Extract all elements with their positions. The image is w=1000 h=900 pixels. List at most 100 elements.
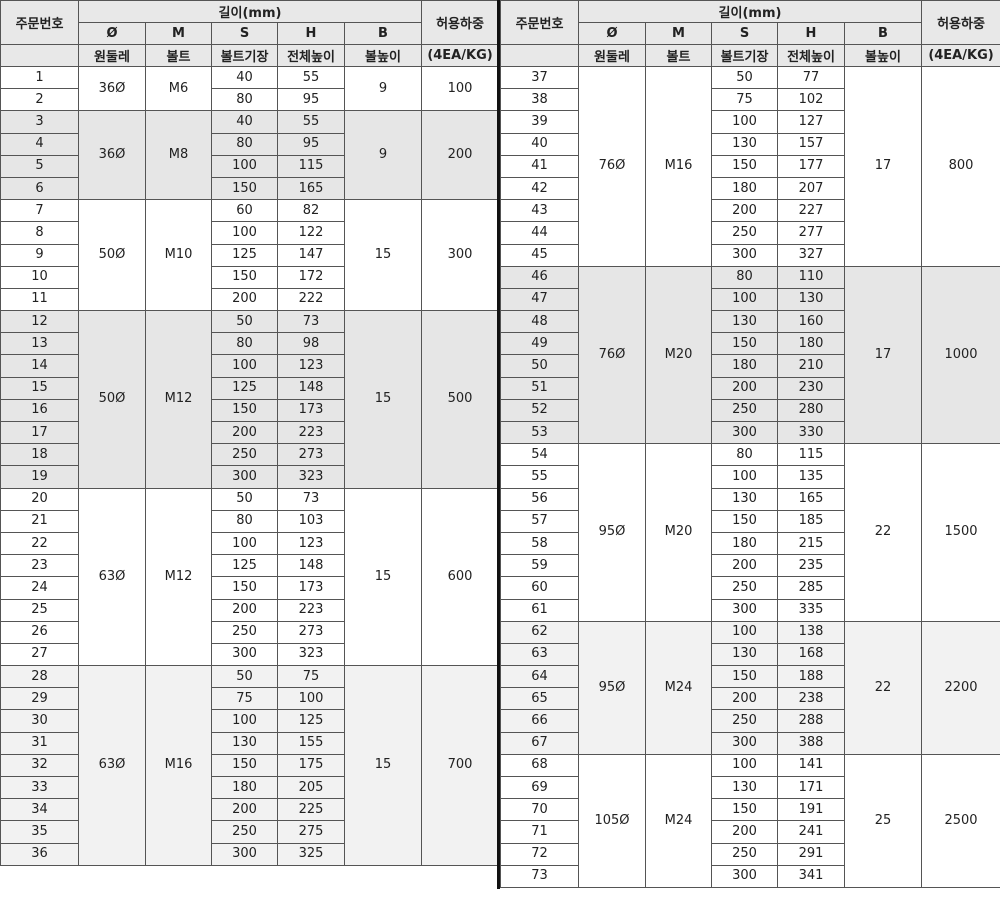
total-height-cell: 327 bbox=[777, 243, 845, 267]
order-no-cell: 68 bbox=[500, 753, 579, 778]
order-no-cell: 3 bbox=[0, 110, 79, 134]
total-height-cell: 55 bbox=[277, 65, 345, 90]
total-height-cell: 73 bbox=[277, 487, 345, 511]
bolt-length-cell: 150 bbox=[211, 398, 278, 423]
header-desc-3: 전체높이 bbox=[277, 44, 345, 67]
header-order-no: 주문번호 bbox=[500, 0, 579, 45]
order-no-cell: 72 bbox=[500, 842, 579, 866]
order-no-cell: 39 bbox=[500, 110, 579, 134]
load-cell: 500 bbox=[421, 310, 499, 489]
order-no-cell: 44 bbox=[500, 221, 579, 245]
total-height-cell: 165 bbox=[277, 176, 345, 201]
bolt-length-cell: 40 bbox=[211, 65, 278, 90]
bolt-cell: M24 bbox=[645, 753, 712, 888]
bolt-length-cell: 300 bbox=[711, 864, 778, 888]
header-col-1: M bbox=[645, 22, 712, 45]
order-no-cell: 60 bbox=[500, 576, 579, 600]
bolt-length-cell: 80 bbox=[711, 265, 778, 289]
header-length: 길이(mm) bbox=[578, 0, 922, 23]
bolt-length-cell: 200 bbox=[211, 598, 278, 622]
total-height-cell: 227 bbox=[777, 199, 845, 223]
order-no-cell: 13 bbox=[0, 332, 79, 356]
order-no-cell: 61 bbox=[500, 598, 579, 622]
ball-height-cell: 15 bbox=[344, 199, 422, 312]
order-no-cell: 32 bbox=[0, 753, 79, 778]
order-no-cell: 56 bbox=[500, 487, 579, 511]
total-height-cell: 77 bbox=[777, 65, 845, 90]
order-no-cell: 19 bbox=[0, 465, 79, 489]
header-load-unit: (4EA/KG) bbox=[421, 44, 499, 67]
order-no-cell: 42 bbox=[500, 176, 579, 201]
order-no-cell: 48 bbox=[500, 310, 579, 334]
order-no-cell: 36 bbox=[0, 842, 79, 866]
bolt-length-cell: 130 bbox=[711, 310, 778, 334]
bolt-length-cell: 250 bbox=[211, 820, 278, 844]
table-row: 7 50Ø M10 60 82 15 300 bbox=[0, 199, 499, 312]
bolt-length-cell: 250 bbox=[711, 709, 778, 733]
diameter-cell: 36Ø bbox=[78, 110, 146, 201]
order-no-cell: 70 bbox=[500, 798, 579, 822]
bolt-length-cell: 50 bbox=[711, 65, 778, 90]
total-height-cell: 148 bbox=[277, 376, 345, 400]
ball-height-cell: 22 bbox=[844, 443, 922, 622]
order-no-cell: 31 bbox=[0, 731, 79, 755]
bolt-cell: M8 bbox=[145, 110, 212, 201]
bolt-length-cell: 100 bbox=[711, 620, 778, 644]
header-blank bbox=[0, 44, 79, 67]
order-no-cell: 5 bbox=[0, 154, 79, 178]
bolt-length-cell: 100 bbox=[711, 465, 778, 489]
total-height-cell: 280 bbox=[777, 398, 845, 423]
diameter-cell: 36Ø bbox=[78, 65, 146, 112]
bolt-cell: M12 bbox=[145, 487, 212, 667]
order-no-cell: 65 bbox=[500, 687, 579, 711]
bolt-length-cell: 300 bbox=[711, 731, 778, 755]
header-col-0: Ø bbox=[578, 22, 646, 45]
load-cell: 300 bbox=[421, 199, 499, 312]
total-height-cell: 141 bbox=[777, 753, 845, 778]
bolt-length-cell: 130 bbox=[211, 731, 278, 755]
total-height-cell: 225 bbox=[277, 798, 345, 822]
order-no-cell: 41 bbox=[500, 154, 579, 178]
bolt-length-cell: 130 bbox=[711, 487, 778, 511]
total-height-cell: 123 bbox=[277, 354, 345, 378]
order-no-cell: 4 bbox=[0, 132, 79, 156]
ball-height-cell: 17 bbox=[844, 265, 922, 445]
total-height-cell: 173 bbox=[277, 398, 345, 423]
bolt-length-cell: 300 bbox=[211, 842, 278, 866]
total-height-cell: 238 bbox=[777, 687, 845, 711]
header-order-no: 주문번호 bbox=[0, 0, 79, 45]
bolt-length-cell: 200 bbox=[711, 199, 778, 223]
total-height-cell: 177 bbox=[777, 154, 845, 178]
total-height-cell: 157 bbox=[777, 132, 845, 156]
bolt-length-cell: 250 bbox=[711, 576, 778, 600]
header-load: 허용하중 bbox=[421, 0, 499, 45]
order-no-cell: 25 bbox=[0, 598, 79, 622]
total-height-cell: 147 bbox=[277, 243, 345, 267]
bolt-length-cell: 300 bbox=[711, 598, 778, 622]
order-no-cell: 57 bbox=[500, 509, 579, 533]
diameter-cell: 63Ø bbox=[78, 665, 146, 866]
ball-height-cell: 22 bbox=[844, 620, 922, 755]
bolt-length-cell: 130 bbox=[711, 642, 778, 667]
order-no-cell: 12 bbox=[0, 310, 79, 334]
bolt-cell: M16 bbox=[145, 665, 212, 866]
order-no-cell: 45 bbox=[500, 243, 579, 267]
bolt-length-cell: 150 bbox=[711, 332, 778, 356]
bolt-cell: M24 bbox=[645, 620, 712, 755]
total-height-cell: 122 bbox=[277, 221, 345, 245]
bolt-length-cell: 200 bbox=[711, 554, 778, 578]
order-no-cell: 63 bbox=[500, 642, 579, 667]
order-no-cell: 1 bbox=[0, 65, 79, 90]
header-length: 길이(mm) bbox=[78, 0, 422, 23]
order-no-cell: 47 bbox=[500, 287, 579, 312]
total-height-cell: 100 bbox=[277, 687, 345, 711]
table-row: 1 36Ø M6 40 55 9 100 bbox=[0, 65, 499, 112]
bolt-length-cell: 50 bbox=[211, 487, 278, 511]
order-no-cell: 55 bbox=[500, 465, 579, 489]
total-height-cell: 275 bbox=[277, 820, 345, 844]
bolt-length-cell: 100 bbox=[211, 221, 278, 245]
total-height-cell: 73 bbox=[277, 310, 345, 334]
total-height-cell: 102 bbox=[777, 88, 845, 112]
load-cell: 700 bbox=[421, 665, 499, 866]
header-col-4: B bbox=[844, 22, 922, 45]
